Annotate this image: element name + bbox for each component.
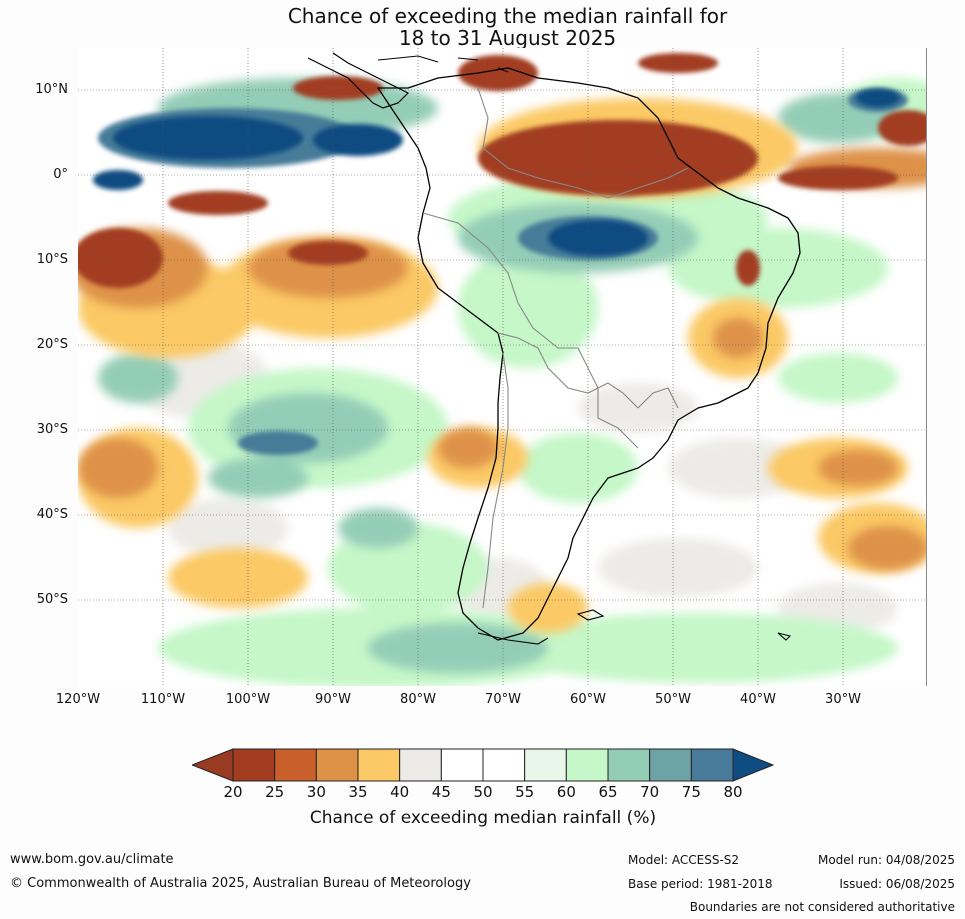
colorbar-cell <box>440 748 484 782</box>
lon-label-100w: 100°W <box>225 692 271 707</box>
colorbar-tick-label: 20 <box>223 783 243 801</box>
lon-label-30w: 30°W <box>825 692 861 707</box>
colorbar <box>192 748 774 782</box>
colorbar-cell <box>565 748 609 782</box>
footer-issued: Issued: 06/08/2025 <box>839 877 955 891</box>
footer-website: www.bom.gov.au/climate <box>10 852 174 867</box>
colorbar-cell <box>274 748 317 782</box>
colorbar-tick-label: 80 <box>723 783 743 801</box>
footer-model-run: Model run: 04/08/2025 <box>817 853 955 867</box>
chart-title-line1: Chance of exceeding the median rainfall … <box>287 4 728 28</box>
chart-title-line2: 18 to 31 August 2025 <box>398 26 617 50</box>
colorbar-cell <box>607 748 651 782</box>
lon-label-60w: 60°W <box>570 692 606 707</box>
caribbean-islands <box>377 55 509 73</box>
colorbar-cell <box>524 748 567 782</box>
lat-label-30s: 30°S <box>36 422 68 437</box>
colorbar-cell <box>357 748 401 782</box>
footer-disclaimer: Boundaries are not considered authoritat… <box>689 900 955 914</box>
colorbar-cell <box>232 748 276 782</box>
lat-label-40s: 40°S <box>36 507 68 522</box>
colorbar-tick-label: 45 <box>431 783 451 801</box>
colorbar-over-arrow <box>732 748 774 782</box>
colorbar-tick-label: 40 <box>390 783 410 801</box>
lat-label-10s: 10°S <box>36 252 68 267</box>
colorbar-tick-label: 65 <box>598 783 618 801</box>
colorbar-tick-label: 50 <box>473 783 493 801</box>
lat-label-50s: 50°S <box>36 592 68 607</box>
colorbar-cell <box>649 748 692 782</box>
lon-label-40w: 40°W <box>740 692 776 707</box>
footer-base-period: Base period: 1981-2018 <box>628 877 773 891</box>
colorbar-tick-label: 30 <box>306 783 326 801</box>
country-borders <box>422 87 689 609</box>
lon-label-120w: 120°W <box>55 692 101 707</box>
colorbar-cell <box>315 748 359 782</box>
footer-copyright: © Commonwealth of Australia 2025, Austra… <box>10 876 471 891</box>
lon-label-50w: 50°W <box>655 692 691 707</box>
colorbar-cell <box>482 748 526 782</box>
colorbar-cell <box>690 748 734 782</box>
colorbar-title: Chance of exceeding median rainfall (%) <box>309 808 657 828</box>
lon-label-90w: 90°W <box>315 692 351 707</box>
lat-label-0: 0° <box>53 167 68 182</box>
southern-islands <box>477 609 792 645</box>
colorbar-tick-label: 35 <box>348 783 368 801</box>
colorbar-tick-label: 55 <box>515 783 535 801</box>
graticule <box>78 48 926 686</box>
rainfall-probability-map <box>78 48 927 686</box>
central-america-coastline <box>307 52 410 109</box>
lon-label-70w: 70°W <box>485 692 521 707</box>
colorbar-tick-label: 25 <box>265 783 285 801</box>
footer-model: Model: ACCESS-S2 <box>628 853 740 867</box>
colorbar-cell <box>399 748 442 782</box>
map-canvas <box>78 48 926 686</box>
dry-high-shading <box>78 53 926 288</box>
south-america-coastline <box>377 67 801 641</box>
colorbar-tick-label: 70 <box>640 783 660 801</box>
lon-label-80w: 80°W <box>400 692 436 707</box>
colorbar-under-arrow <box>192 748 234 782</box>
colorbar-tick-label: 75 <box>681 783 701 801</box>
lat-label-20s: 20°S <box>36 337 68 352</box>
colorbar-tick-label: 60 <box>556 783 576 801</box>
lat-label-10n: 10°N <box>35 82 68 97</box>
lon-label-110w: 110°W <box>140 692 186 707</box>
